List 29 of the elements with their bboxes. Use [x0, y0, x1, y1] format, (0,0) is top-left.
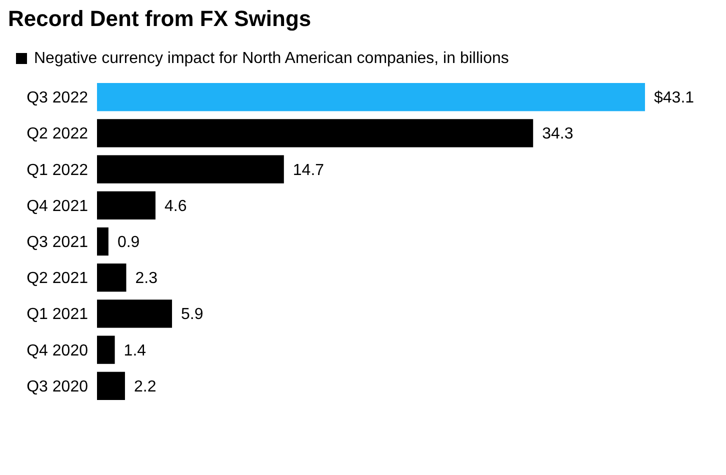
- data-label: 14.7: [292, 162, 324, 179]
- data-label: 5.9: [181, 306, 204, 324]
- data-label: 2.3: [135, 270, 158, 288]
- data-label: 2.2: [134, 378, 156, 396]
- y-tick-label: Q2 2021: [26, 270, 88, 288]
- data-label: $43.1: [654, 90, 694, 107]
- data-label: 0.9: [117, 234, 140, 251]
- chart-title: Record Dent from FX Swings: [8, 6, 312, 31]
- bar: [97, 119, 534, 148]
- bar: [97, 300, 172, 328]
- y-tick-label: Q1 2021: [26, 306, 88, 324]
- bar: [97, 155, 284, 184]
- y-tick-label: Q3 2022: [26, 90, 88, 107]
- bar: [97, 264, 126, 292]
- bar: [97, 227, 108, 256]
- bar: [97, 191, 156, 220]
- bar: [97, 372, 125, 400]
- data-label: 1.4: [124, 342, 146, 360]
- y-tick-label: Q1 2022: [26, 162, 88, 179]
- data-label: 4.6: [164, 198, 187, 215]
- y-tick-label: Q2 2022: [26, 126, 88, 143]
- legend-label: Negative currency impact for North American companies, in billions: [34, 50, 509, 67]
- bar: [97, 83, 645, 112]
- bar: [97, 336, 115, 364]
- y-tick-label: Q3 2020: [26, 378, 88, 396]
- y-tick-label: Q4 2021: [26, 198, 88, 215]
- y-tick-label: Q4 2020: [26, 342, 88, 360]
- data-label: 34.3: [542, 126, 574, 143]
- y-tick-label: Q3 2021: [26, 234, 88, 251]
